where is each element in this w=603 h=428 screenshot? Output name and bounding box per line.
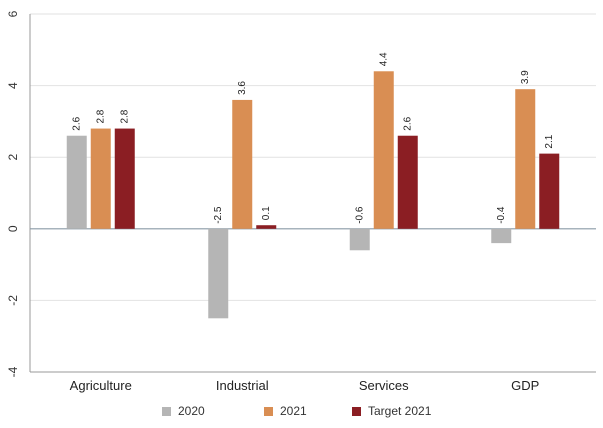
category-labels: Agriculture Industrial Services GDP: [70, 378, 540, 393]
bar: [90, 128, 111, 229]
data-label: -0.6: [354, 206, 365, 224]
data-label: -0.4: [496, 206, 507, 224]
legend-swatch: [352, 407, 361, 416]
data-label: 0.1: [261, 206, 272, 220]
data-label: 2.8: [95, 109, 106, 123]
bar: [515, 89, 536, 229]
y-tick-label: 4: [6, 82, 20, 89]
data-label: 3.9: [520, 70, 531, 84]
bar: [539, 153, 560, 229]
legend-swatch: [264, 407, 273, 416]
data-label: 3.6: [237, 81, 248, 95]
data-label: -2.5: [213, 206, 224, 224]
bar: [491, 228, 512, 244]
data-label: 2.6: [71, 116, 82, 130]
bar: [208, 228, 229, 319]
data-label: 4.4: [378, 52, 389, 66]
legend-swatch: [162, 407, 171, 416]
bar: [397, 135, 418, 229]
legend-label: Target 2021: [368, 404, 432, 418]
bar: [66, 135, 87, 229]
data-label: 2.6: [402, 116, 413, 130]
data-label: 2.1: [544, 134, 555, 148]
data-label: 2.8: [119, 109, 130, 123]
x-category-label: Services: [359, 378, 409, 393]
legend-label: 2021: [280, 404, 307, 418]
bar: [256, 225, 277, 229]
bars: [66, 71, 560, 319]
y-tick-label: 0: [6, 225, 20, 232]
legend: 2020 2021 Target 2021: [162, 404, 432, 418]
bar: [114, 128, 135, 229]
bar: [373, 71, 394, 229]
bar: [349, 228, 370, 251]
x-category-label: Agriculture: [70, 378, 132, 393]
y-tick-label: -2: [6, 295, 20, 306]
x-category-label: Industrial: [216, 378, 269, 393]
y-tick-label: -4: [6, 366, 20, 377]
y-tick-label: 6: [6, 10, 20, 17]
y-axis-ticks: -4 -2 0 2 4 6: [6, 10, 20, 377]
y-tick-label: 2: [6, 154, 20, 161]
x-category-label: GDP: [511, 378, 539, 393]
data-labels: 2.6 2.8 2.8 -2.5 3.6 0.1 -0.6 4.4 2.6 -0.4 3.9 2.1: [71, 52, 555, 224]
legend-label: 2020: [178, 404, 205, 418]
bar: [232, 99, 253, 229]
